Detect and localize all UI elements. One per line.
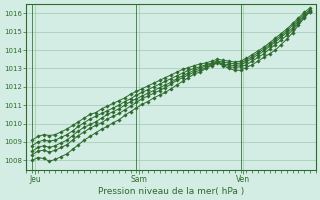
X-axis label: Pression niveau de la mer( hPa ): Pression niveau de la mer( hPa ) — [98, 187, 244, 196]
